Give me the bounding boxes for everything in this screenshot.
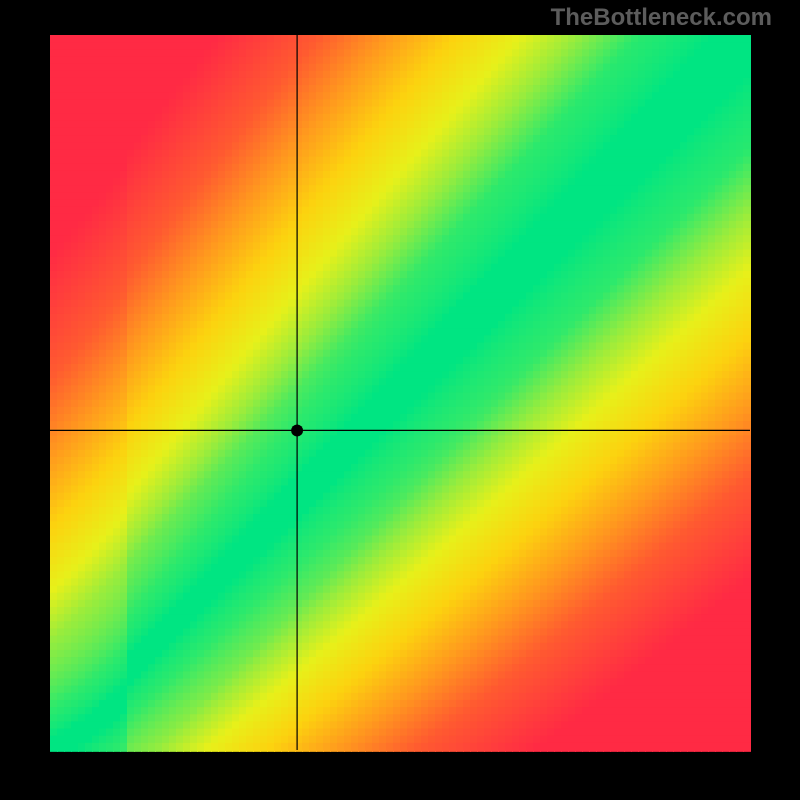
- chart-container: TheBottleneck.com: [0, 0, 800, 800]
- watermark-text: TheBottleneck.com: [551, 4, 772, 32]
- bottleneck-heatmap: [0, 0, 800, 800]
